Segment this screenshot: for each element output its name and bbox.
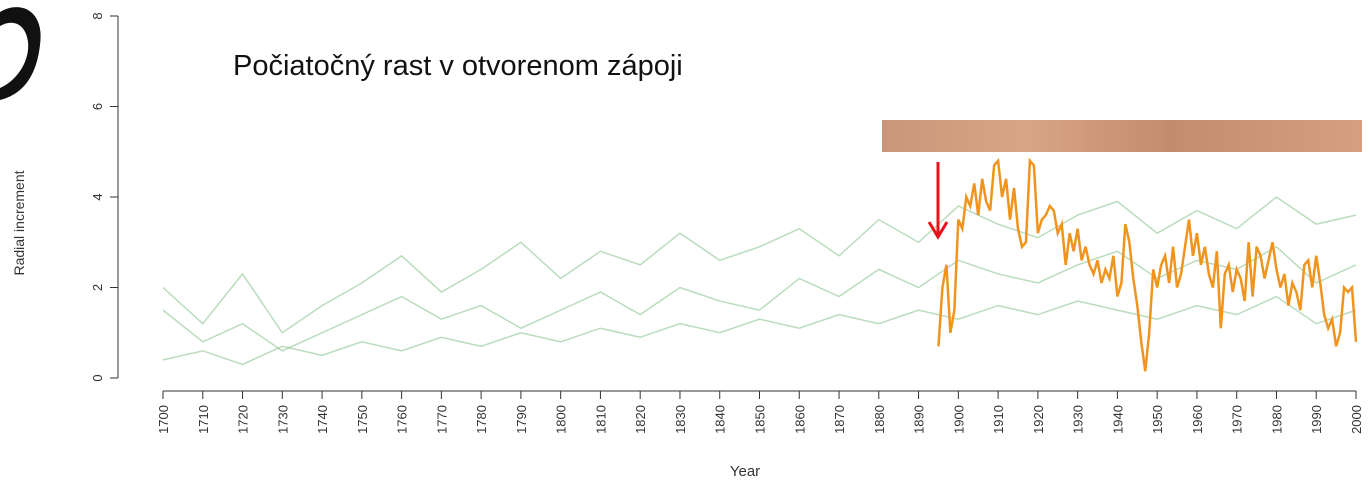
x-tick-label: 1720 (236, 405, 251, 434)
y-tick-label: 6 (90, 103, 105, 110)
x-tick-label: 1710 (196, 405, 211, 434)
x-tick-label: 1810 (593, 405, 608, 434)
plot-area (162, 157, 1358, 372)
x-tick-label: 1800 (554, 405, 569, 434)
x-tick-label: 1860 (792, 405, 807, 434)
logo (0, 7, 41, 100)
x-tick-label: 1980 (1269, 405, 1284, 434)
x-axis-title: Year (730, 463, 760, 480)
x-tick-label: 1760 (395, 405, 410, 434)
x-tick-label: 1780 (474, 405, 489, 434)
x-tick-label: 1770 (434, 405, 449, 434)
x-tick-label: 1850 (753, 405, 768, 434)
x-tick-label: 1790 (514, 405, 529, 434)
y-tick-label: 8 (90, 12, 105, 19)
series-line (162, 295, 1357, 366)
wood-core-image (882, 120, 1362, 152)
x-tick-label: 1910 (991, 405, 1006, 434)
x-tick-label: 1870 (832, 405, 847, 434)
series-line (162, 245, 1357, 352)
series-line (937, 157, 1358, 372)
x-tick-label: 1830 (673, 405, 688, 434)
y-tick-label: 0 (90, 374, 105, 381)
x-tick-label: 1990 (1309, 405, 1324, 434)
x-tick-label: 1900 (951, 405, 966, 434)
x-tick-label: 1840 (713, 405, 728, 434)
x-tick-label: 1960 (1190, 405, 1205, 434)
x-tick-label: 1920 (1031, 405, 1046, 434)
x-tick-label: 1890 (912, 405, 927, 434)
annotation: Počiatočný rast v otvorenom zápoji (233, 50, 683, 82)
arrow-head (927, 221, 949, 240)
x-tick-label: 1700 (156, 405, 171, 434)
x-tick-label: 1750 (355, 405, 370, 434)
y-axis-title: Radial increment (11, 170, 27, 275)
x-tick-label: 1740 (315, 405, 330, 434)
x-tick-label: 1940 (1110, 405, 1125, 434)
x-tick-label: 1880 (872, 405, 887, 434)
x-tick-label: 1950 (1150, 405, 1165, 434)
series-line (162, 196, 1357, 334)
x-tick-label: 1970 (1230, 405, 1245, 434)
y-tick-label: 2 (90, 284, 105, 291)
x-tick-label: 1930 (1071, 405, 1086, 434)
y-tick-label: 4 (90, 193, 105, 200)
x-tick-label: 2000 (1349, 405, 1364, 434)
x-tick-label: 1820 (633, 405, 648, 434)
x-tick-label: 1730 (275, 405, 290, 434)
